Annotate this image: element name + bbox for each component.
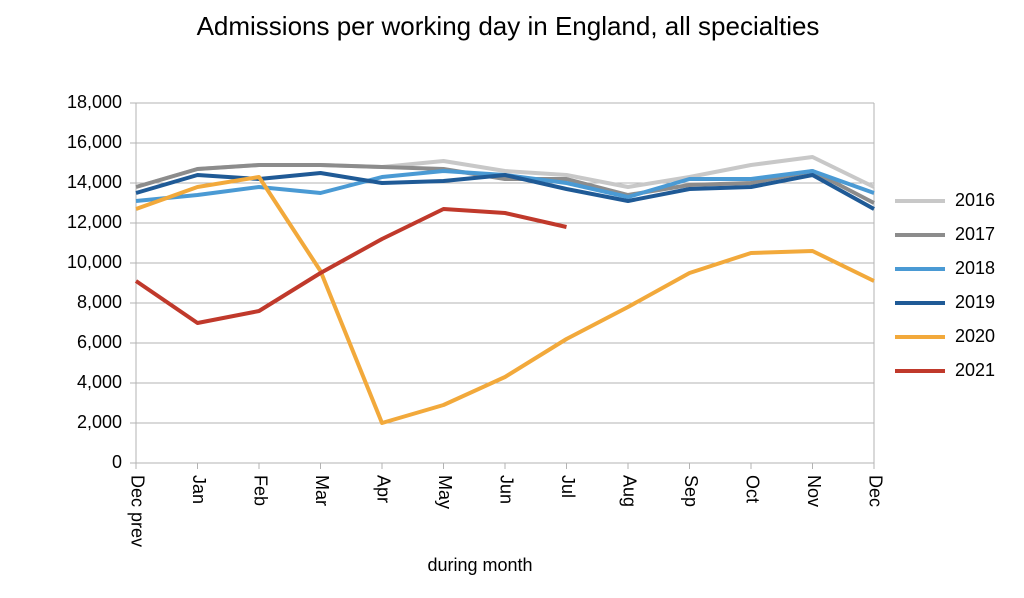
chart-title: Admissions per working day in England, a… xyxy=(197,11,820,41)
x-tick-label: Oct xyxy=(742,475,762,503)
x-tick-label: Jul xyxy=(558,475,578,498)
x-tick-label: Sep xyxy=(681,475,701,507)
y-tick-label: 10,000 xyxy=(67,252,122,272)
series-line xyxy=(135,175,875,425)
y-tick-label: 2,000 xyxy=(77,412,122,432)
y-tick-label: 16,000 xyxy=(67,132,122,152)
y-tick-label: 18,000 xyxy=(67,92,122,112)
legend-label: 2018 xyxy=(955,258,995,278)
x-tick-label: Mar xyxy=(312,475,332,506)
x-tick-label: Aug xyxy=(619,475,639,507)
x-tick-label: Dec xyxy=(865,475,885,507)
y-tick-label: 4,000 xyxy=(77,372,122,392)
legend-label: 2017 xyxy=(955,224,995,244)
x-tick-label: Apr xyxy=(373,475,393,503)
y-tick-label: 8,000 xyxy=(77,292,122,312)
x-axis-label: during month xyxy=(427,555,532,575)
x-tick-label: Nov xyxy=(804,475,824,507)
legend-label: 2019 xyxy=(955,292,995,312)
x-tick-label: Jun xyxy=(496,475,516,504)
x-tick-label: May xyxy=(435,475,455,509)
x-tick-label: Feb xyxy=(250,475,270,506)
series-line xyxy=(135,163,875,205)
series-line xyxy=(134,207,567,325)
x-tick-label: Dec prev xyxy=(127,475,147,547)
legend-label: 2020 xyxy=(955,326,995,346)
y-tick-label: 14,000 xyxy=(67,172,122,192)
x-tick-label: Jan xyxy=(189,475,209,504)
y-tick-label: 6,000 xyxy=(77,332,122,352)
y-tick-label: 0 xyxy=(112,452,122,472)
legend-label: 2016 xyxy=(955,190,995,210)
legend-label: 2021 xyxy=(955,360,995,380)
y-tick-label: 12,000 xyxy=(67,212,122,232)
